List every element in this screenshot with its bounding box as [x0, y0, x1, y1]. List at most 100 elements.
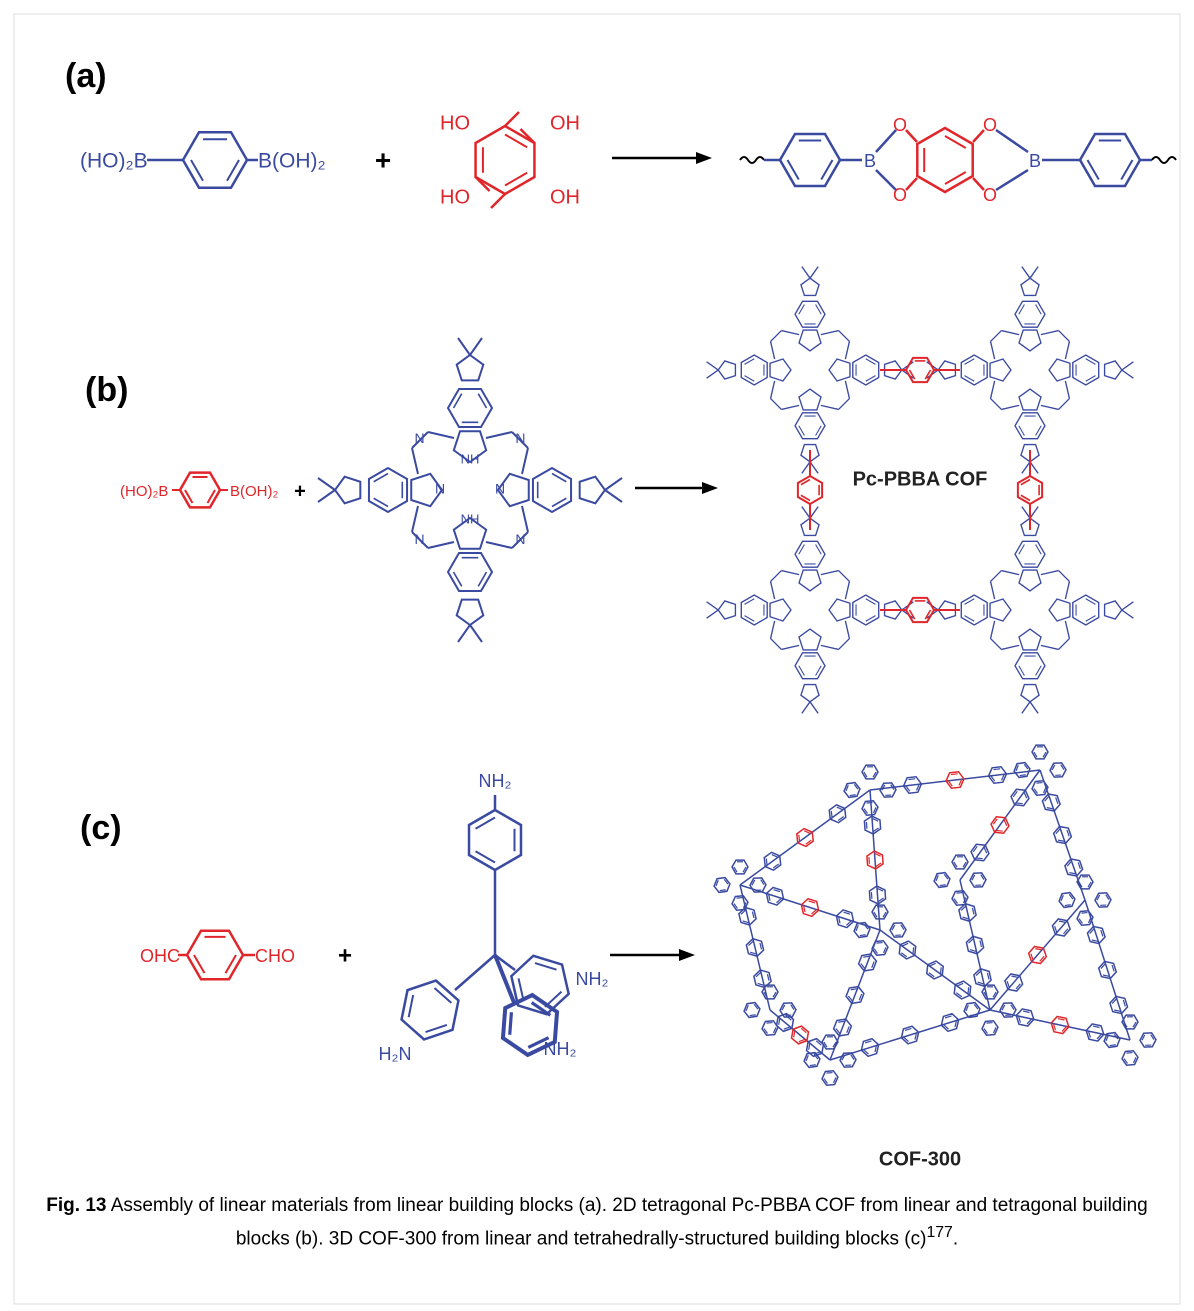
bond: [771, 341, 775, 359]
atom-label: +: [338, 942, 352, 969]
ring: [853, 595, 879, 625]
atom-label: +: [375, 144, 391, 175]
bond: [455, 955, 495, 990]
atom-label: B(OH)₂: [258, 150, 326, 173]
bond: [991, 571, 1002, 582]
bond: [707, 362, 719, 370]
ring: [1015, 541, 1045, 567]
atom-label: CHO: [255, 946, 295, 966]
bond: [318, 490, 335, 502]
bond: [1041, 405, 1059, 409]
bond: [1001, 571, 1019, 575]
wavy-bond: [1152, 157, 1176, 163]
atom-label: NH: [461, 511, 480, 526]
bond: [821, 645, 839, 649]
bond: [802, 507, 810, 519]
bond: [771, 581, 775, 599]
ring: [1019, 570, 1041, 591]
bond: [771, 639, 782, 650]
bond: [760, 943, 762, 950]
bond: [522, 506, 528, 532]
bond: [781, 571, 799, 575]
bond: [980, 940, 982, 947]
ring: [1105, 601, 1122, 619]
bond: [1041, 331, 1059, 335]
bond: [428, 542, 454, 548]
bond: [1065, 905, 1071, 906]
ring: [1015, 301, 1045, 327]
bond: [771, 621, 775, 639]
ring: [183, 132, 247, 187]
bond: [880, 930, 990, 1010]
bond: [767, 974, 769, 981]
ring: [795, 301, 825, 327]
atom-label: B: [1029, 151, 1041, 171]
ring: [799, 629, 821, 650]
bond: [810, 1065, 816, 1066]
figure: (HO)₂BB(OH)₂+HOOHHOOHBOOOOB(HO)₂BB(OH)₂+…: [0, 0, 1194, 1311]
atom-label: O: [893, 185, 907, 205]
bond: [766, 859, 767, 866]
bond: [428, 432, 454, 438]
ring: [799, 330, 821, 351]
bond: [740, 885, 770, 1010]
ring: [990, 359, 1011, 381]
ring: [457, 600, 484, 625]
ring: [187, 931, 243, 979]
bond: [1030, 507, 1038, 519]
ring: [1015, 653, 1045, 679]
bond: [1041, 571, 1059, 575]
ring: [457, 355, 484, 380]
atom-label: HO: [440, 112, 470, 134]
ring: [1073, 595, 1099, 625]
bond: [1022, 702, 1030, 714]
bond: [720, 890, 726, 891]
atom-label: N: [414, 531, 424, 547]
bond: [486, 432, 512, 438]
ring: [533, 468, 571, 512]
ring: [448, 389, 492, 427]
bond: [794, 1031, 795, 1038]
bond: [1065, 341, 1069, 359]
bond: [867, 803, 873, 804]
arrow-head: [696, 152, 712, 164]
bond: [996, 170, 1028, 190]
bond: [1030, 702, 1038, 714]
bond: [491, 194, 505, 208]
bond: [839, 639, 850, 650]
bond: [827, 1073, 833, 1074]
atom-label: N: [515, 430, 525, 446]
frame: [14, 14, 1180, 1304]
ring: [1015, 413, 1045, 439]
atom-label: N: [435, 481, 445, 497]
bond: [970, 1015, 976, 1016]
bond: [1122, 370, 1134, 378]
bond: [1059, 399, 1070, 410]
bond: [1041, 645, 1059, 649]
bond: [458, 625, 470, 642]
bond: [1030, 267, 1038, 279]
ring: [1049, 599, 1070, 621]
bond: [1022, 267, 1030, 279]
bond: [781, 645, 799, 649]
bond: [1022, 462, 1030, 474]
bond: [860, 935, 866, 936]
bond: [1020, 775, 1026, 776]
ring: [801, 685, 819, 702]
bond: [802, 462, 810, 474]
bond: [845, 621, 849, 639]
atom-label: O: [983, 185, 997, 205]
bond: [1001, 645, 1019, 649]
bond: [940, 885, 946, 886]
bond: [870, 770, 1040, 790]
bond: [707, 370, 719, 378]
ring: [741, 595, 767, 625]
bond: [1037, 783, 1043, 784]
atom-label: H₂N: [379, 1044, 412, 1064]
ring: [1021, 278, 1039, 295]
ring: [1049, 359, 1070, 381]
ring: [829, 359, 850, 381]
bond: [458, 338, 470, 355]
bond: [1082, 913, 1088, 914]
